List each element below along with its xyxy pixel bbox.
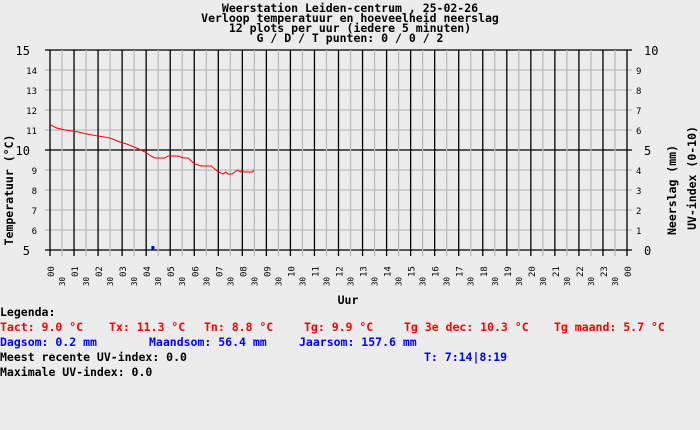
x-half-tick-label: 30 — [322, 276, 331, 286]
y-left-tick-label: 9 — [32, 167, 37, 177]
x-tick-label: 23 — [600, 266, 610, 277]
y-right-tick-label: 5 — [644, 144, 651, 158]
legend-tn: Tn: 8.8 °C — [204, 320, 273, 334]
legend: Legenda: Tact: 9.0 °C Tx: 11.3 °C Tn: 8.… — [0, 305, 665, 379]
legend-uv-max: Maximale UV-index: 0.0 — [0, 365, 152, 379]
legend-tg: Tg: 9.9 °C — [304, 320, 373, 334]
legend-tg-maand: Tg maand: 5.7 °C — [554, 320, 665, 334]
y-axis-left-label: Temperatuur (°C) — [2, 135, 16, 246]
y-right-tick-label: 4 — [636, 167, 641, 177]
x-half-tick-label: 30 — [274, 276, 283, 286]
y-left-tick-label: 13 — [26, 87, 37, 97]
x-tick-label: 15 — [408, 266, 418, 277]
legend-uv-recent: Meest recente UV-index: 0.0 — [0, 350, 187, 364]
data-marks — [49, 123, 255, 250]
y-left-tick-label: 7 — [32, 207, 37, 217]
y-left-tick-label: 12 — [26, 107, 37, 117]
legend-jaarsom: Jaarsom: 157.6 mm — [299, 335, 417, 349]
x-half-tick-label: 30 — [226, 276, 235, 286]
y-right-tick-label: 9 — [636, 67, 641, 77]
y-left-tick-label: 15 — [16, 44, 30, 58]
y-right-tick-label: 3 — [636, 187, 641, 197]
x-tick-label: 10 — [287, 266, 297, 277]
x-half-tick-label: 30 — [202, 276, 211, 286]
x-half-tick-label: 30 — [587, 276, 596, 286]
x-tick-label: 22 — [576, 266, 586, 277]
x-axis-label: Uur — [338, 293, 359, 307]
rain-bar — [151, 246, 155, 250]
x-tick-label: 19 — [504, 266, 514, 277]
x-tick-label: 09 — [263, 266, 273, 277]
x-tick-label: 14 — [384, 266, 394, 277]
x-half-tick-label: 30 — [539, 276, 548, 286]
x-half-tick-label: 30 — [491, 276, 500, 286]
x-tick-label: 18 — [480, 266, 490, 277]
x-half-tick-label: 30 — [106, 276, 115, 286]
grid — [45, 49, 632, 256]
y-axis-right-label-uv: UV-index (0-10) — [685, 126, 699, 230]
legend-time: T: 7:14|8:19 — [424, 350, 507, 364]
chart-title: Weerstation Leiden-centrum , 25-02-26 — [222, 1, 478, 15]
y-left-tick-label: 10 — [16, 144, 30, 158]
y-right-tick-label: 10 — [644, 44, 658, 58]
y-axis-right-label-rain: Neerslag (mm) — [665, 145, 679, 235]
legend-tact: Tact: 9.0 °C — [0, 320, 83, 334]
x-tick-label: 06 — [191, 266, 201, 277]
x-half-tick-label: 30 — [563, 276, 572, 286]
x-half-tick-label: 30 — [347, 276, 356, 286]
x-tick-label: 07 — [215, 266, 225, 277]
y-right-tick-label: 0 — [644, 244, 651, 258]
legend-dagsom: Dagsom: 0.2 mm — [0, 335, 97, 349]
y-right-tick-label: 8 — [636, 87, 641, 97]
x-tick-label: 17 — [456, 266, 466, 277]
y-left-tick-label: 6 — [32, 227, 37, 237]
x-tick-label: 11 — [311, 266, 321, 277]
x-half-tick-label: 30 — [154, 276, 163, 286]
chart-points-info: G / D / T punten: 0 / 0 / 2 — [257, 31, 444, 45]
y-right-tick-label: 2 — [636, 207, 641, 217]
x-tick-label: 00 — [47, 266, 57, 277]
y-left-tick-label: 11 — [26, 127, 37, 137]
x-tick-label: 12 — [336, 266, 346, 277]
x-tick-label: 20 — [528, 266, 538, 277]
x-half-tick-label: 30 — [515, 276, 524, 286]
x-half-tick-label: 30 — [82, 276, 91, 286]
y-right-tick-label: 7 — [636, 107, 641, 117]
temperature-line — [49, 123, 255, 175]
x-half-tick-label: 30 — [250, 276, 259, 286]
x-half-tick-label: 30 — [371, 276, 380, 286]
x-tick-label: 21 — [552, 266, 562, 277]
x-tick-label: 04 — [143, 266, 153, 277]
x-half-tick-label: 30 — [130, 276, 139, 286]
x-tick-label: 16 — [432, 266, 442, 277]
chart-subtitle-2: 12 plots per uur (iedere 5 minuten) — [229, 21, 471, 35]
y-right-tick-label: 1 — [636, 227, 641, 237]
chart-subtitle: Verloop temperatuur en hoeveelheid neers… — [201, 11, 499, 25]
y-left-tick-label: 5 — [23, 244, 30, 258]
x-half-tick-label: 30 — [298, 276, 307, 286]
x-half-tick-label: 30 — [58, 276, 67, 286]
x-tick-label: 08 — [239, 266, 249, 277]
x-tick-label: 13 — [360, 266, 370, 277]
x-tick-label: 02 — [95, 266, 105, 277]
x-half-tick-label: 30 — [611, 276, 620, 286]
x-tick-label: 03 — [119, 266, 129, 277]
legend-maandsom: Maandsom: 56.4 mm — [149, 335, 267, 349]
legend-tx: Tx: 11.3 °C — [109, 320, 185, 334]
x-half-tick-label: 30 — [419, 276, 428, 286]
y-left-tick-label: 14 — [26, 67, 37, 77]
x-half-tick-label: 30 — [395, 276, 404, 286]
x-tick-label: 05 — [167, 266, 177, 277]
y-right-tick-label: 6 — [636, 127, 641, 137]
x-tick-label: 01 — [71, 266, 81, 277]
x-half-tick-label: 30 — [178, 276, 187, 286]
x-half-tick-label: 30 — [443, 276, 452, 286]
legend-heading: Legenda: — [0, 305, 55, 319]
x-tick-label: 00 — [624, 266, 634, 277]
tick-labels: 5678910111213141501234567891000300130023… — [16, 44, 659, 286]
x-half-tick-label: 30 — [467, 276, 476, 286]
legend-tg-3e-dec: Tg 3e dec: 10.3 °C — [404, 320, 529, 334]
y-left-tick-label: 8 — [32, 187, 37, 197]
